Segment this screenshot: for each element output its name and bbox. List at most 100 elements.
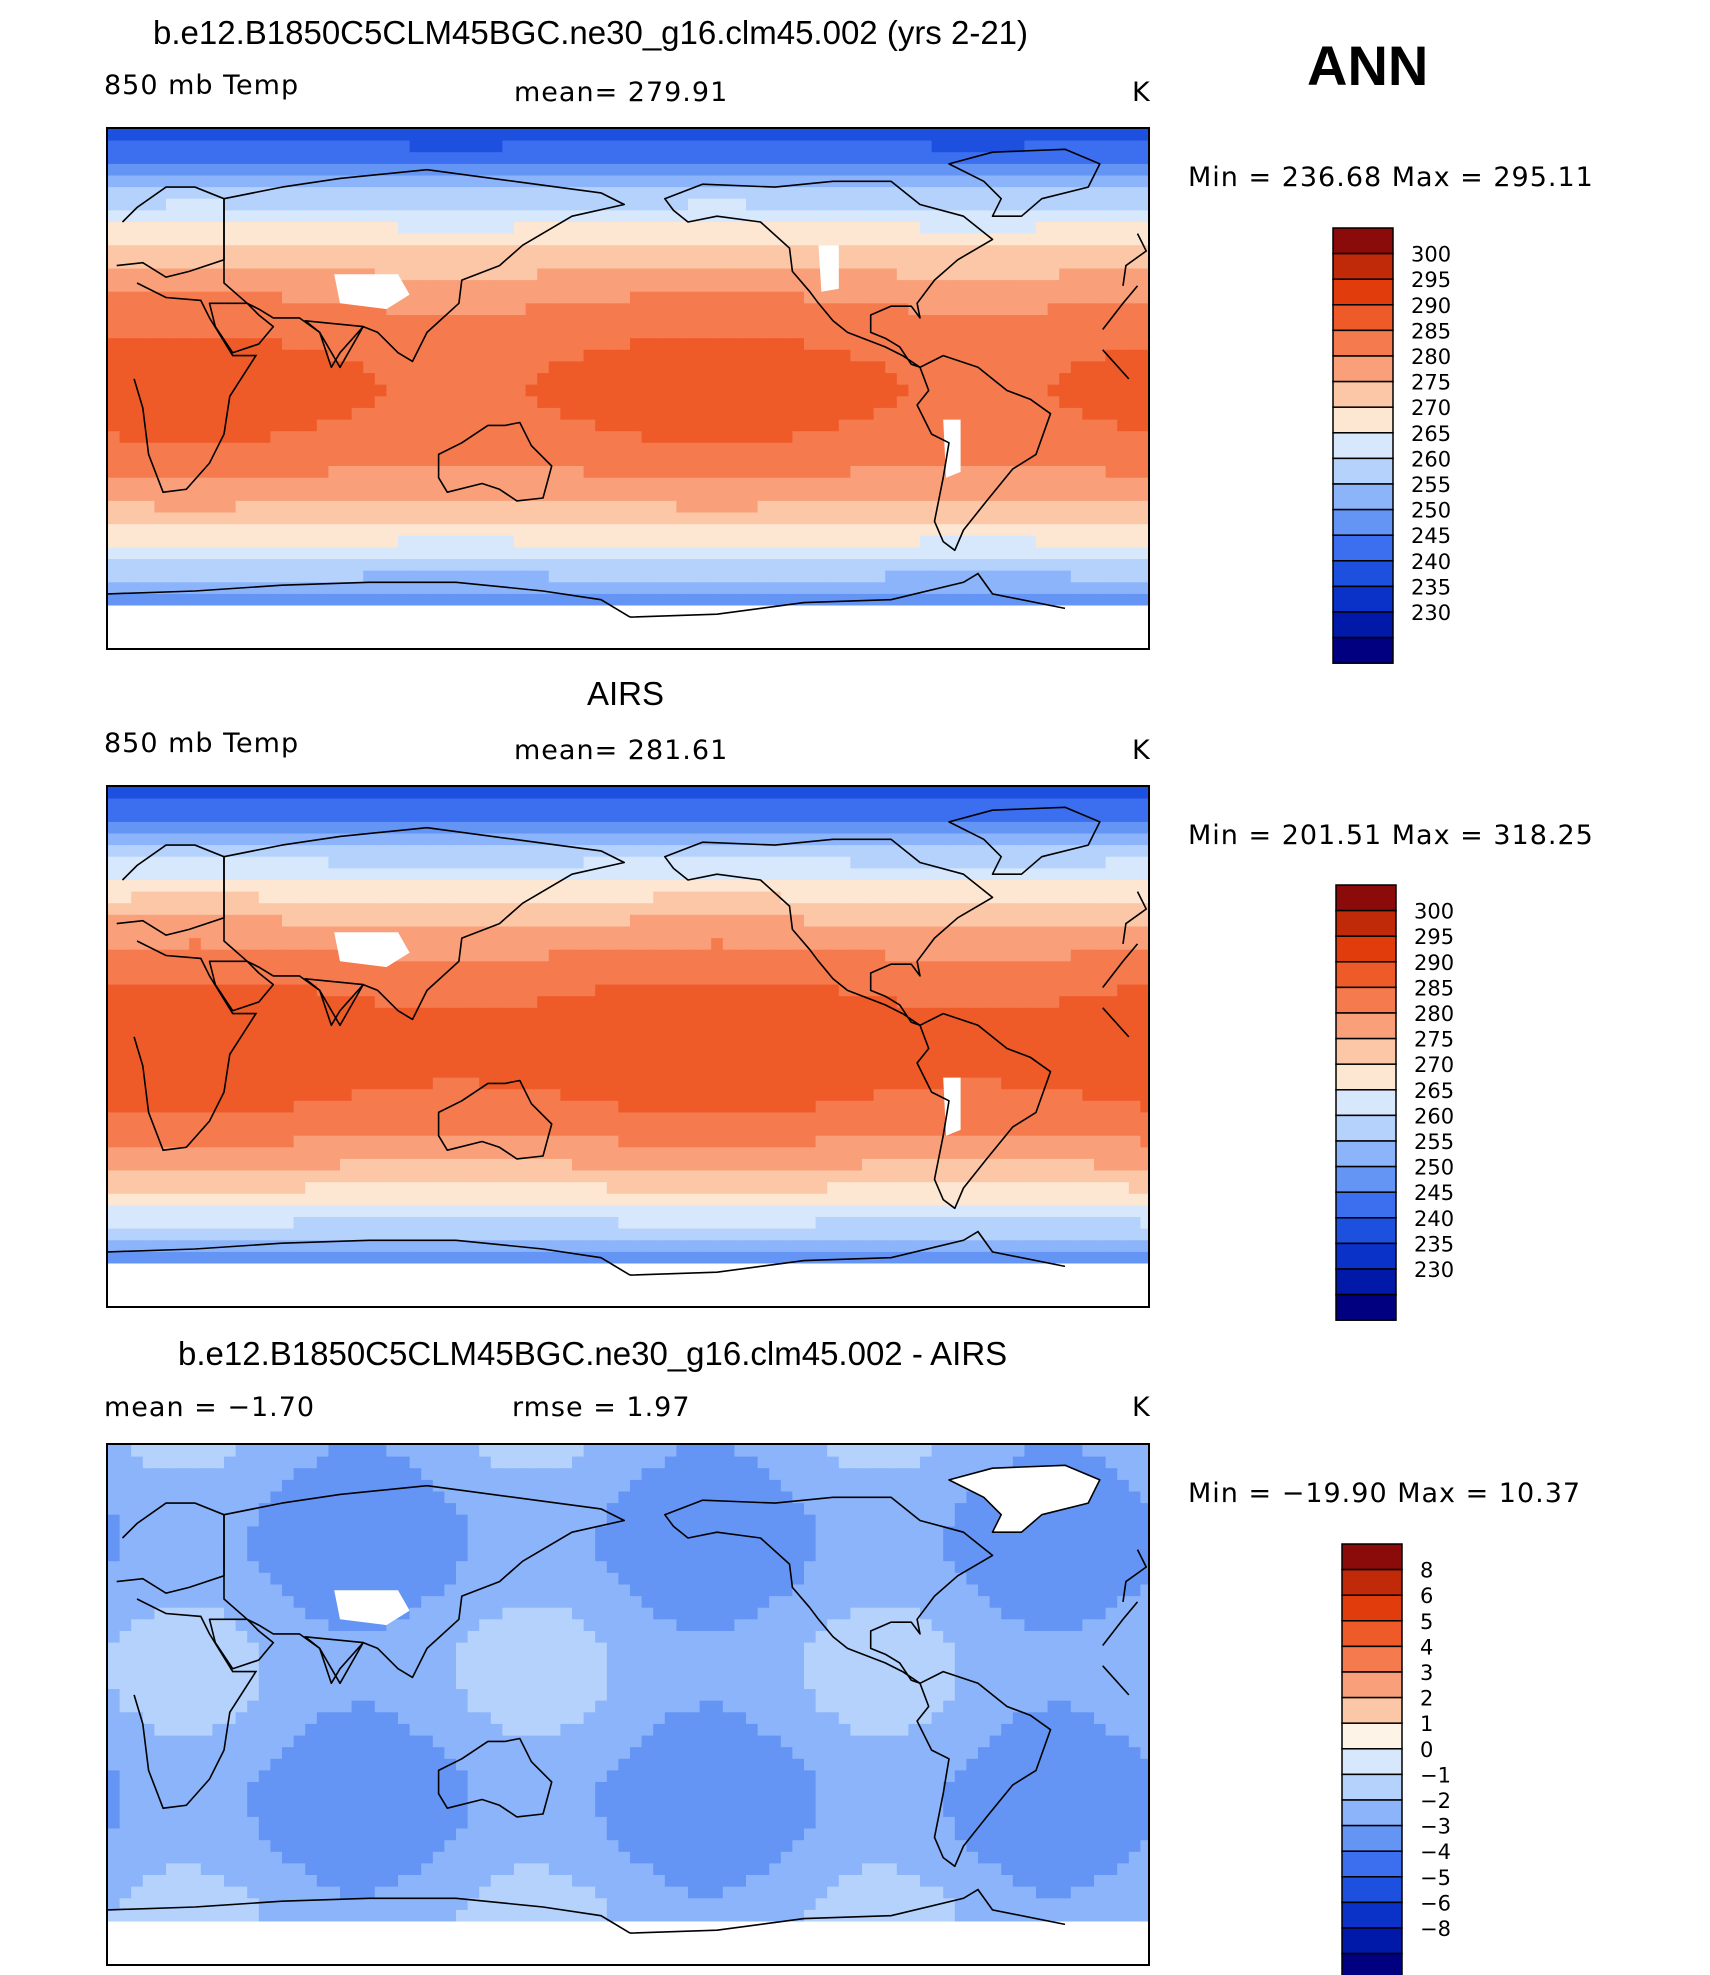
field-cell — [757, 442, 770, 455]
field-cell — [467, 605, 480, 618]
field-cell — [688, 833, 701, 846]
field-cell — [398, 628, 411, 641]
field-cell — [908, 833, 921, 846]
field-cell — [247, 152, 260, 165]
field-cell — [398, 856, 411, 869]
field-cell — [885, 466, 898, 479]
field-cell — [247, 291, 260, 304]
field-cell — [467, 891, 480, 904]
field-cell — [688, 175, 701, 188]
field-cell — [1047, 856, 1060, 869]
field-cell — [398, 152, 411, 165]
field-cell — [154, 466, 167, 479]
field-cell — [1001, 268, 1014, 281]
field-cell — [769, 524, 782, 537]
field-cell — [653, 291, 666, 304]
field-cell — [966, 524, 979, 537]
field-cell — [316, 570, 329, 583]
colorbar-box — [1332, 534, 1394, 562]
field-cell — [641, 559, 654, 572]
field-cell — [908, 891, 921, 904]
field-cell — [142, 407, 155, 421]
field-cell — [862, 291, 875, 304]
field-cell — [154, 628, 167, 641]
field-cell — [467, 798, 480, 811]
field-cell — [525, 833, 538, 846]
field-cell — [850, 593, 863, 607]
field-cell — [316, 856, 329, 869]
field-cell — [514, 880, 527, 893]
field-cell — [456, 821, 469, 835]
field-cell — [838, 868, 851, 881]
field-cell — [943, 535, 956, 548]
field-cell — [421, 129, 434, 142]
field-cell — [1140, 152, 1148, 165]
field-cell — [1082, 163, 1095, 177]
field-cell — [908, 570, 921, 583]
field-cell — [653, 187, 666, 200]
field-cell — [630, 163, 643, 177]
field-cell — [746, 845, 759, 858]
field-cell — [421, 466, 434, 479]
field-cell — [641, 419, 654, 432]
field-cell — [490, 233, 503, 246]
field-cell — [525, 593, 538, 607]
field-cell — [537, 268, 550, 281]
field-cell — [166, 593, 179, 607]
field-cell — [583, 245, 596, 258]
field-cell — [572, 326, 585, 339]
field-cell — [456, 256, 469, 269]
field-cell — [479, 291, 492, 304]
field-cell — [1094, 524, 1107, 537]
field-cell — [316, 396, 329, 409]
field-cell — [595, 582, 608, 595]
field-cell — [606, 280, 619, 293]
field-cell — [560, 856, 573, 869]
field-cell — [514, 477, 527, 490]
field-cell — [490, 268, 503, 281]
field-cell — [293, 617, 306, 630]
field-cell — [711, 880, 724, 893]
field-cell — [838, 559, 851, 572]
field-cell — [850, 466, 863, 479]
field-cell — [618, 373, 631, 386]
field-cell — [792, 326, 805, 339]
field-cell — [746, 291, 759, 304]
field-cell — [1001, 489, 1014, 502]
field-cell — [989, 454, 1002, 467]
field-cell — [896, 821, 909, 835]
field-cell — [131, 442, 144, 455]
field-cell — [1082, 129, 1095, 142]
field-cell — [664, 210, 677, 223]
field-cell — [618, 361, 631, 374]
field-cell — [398, 845, 411, 858]
field-cell — [421, 880, 434, 893]
field-cell — [525, 187, 538, 200]
field-cell — [537, 349, 550, 362]
field-cell — [1128, 175, 1141, 188]
field-cell — [618, 559, 631, 572]
field-cell — [548, 210, 561, 223]
field-cell — [386, 810, 399, 823]
field-cell — [258, 466, 271, 479]
field-cell — [1140, 477, 1148, 490]
field-cell — [154, 373, 167, 386]
field-cell — [572, 349, 585, 362]
field-cell — [943, 338, 956, 351]
field-cell — [514, 605, 527, 618]
field-cell — [595, 396, 608, 409]
field-cell — [908, 821, 921, 835]
field-cell — [711, 152, 724, 165]
field-cell — [490, 222, 503, 235]
field-cell — [827, 407, 840, 421]
field-cell — [606, 326, 619, 339]
field-cell — [490, 787, 503, 800]
field-cell — [142, 280, 155, 293]
field-cell — [1082, 442, 1095, 455]
field-cell — [1082, 431, 1095, 444]
field-cell — [746, 477, 759, 490]
field-cell — [943, 787, 956, 800]
field-cell — [467, 442, 480, 455]
field-cell — [548, 140, 561, 153]
field-cell — [108, 303, 121, 316]
